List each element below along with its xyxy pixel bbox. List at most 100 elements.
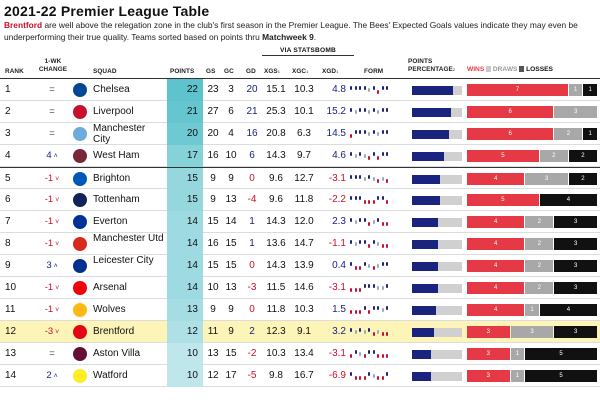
club-crest-icon <box>73 347 87 361</box>
xg-scored-cell: 11.8 <box>266 304 286 315</box>
table-row[interactable]: 13 = Aston Villa 10 13 15 -2 10.3 13.4 -3.1 3 1 5 <box>0 343 600 365</box>
header-squad[interactable]: SQUAD <box>93 68 117 75</box>
form-result-mark <box>381 376 384 380</box>
form-result-mark <box>372 332 375 336</box>
points-percentage-fill <box>412 262 438 271</box>
form-sparkline <box>350 299 400 321</box>
change-value: -1 <box>44 173 54 184</box>
subtitle-text-1: are well above the relegation zone in th… <box>4 20 578 42</box>
header-rank[interactable]: RANK <box>5 68 24 75</box>
table-row[interactable]: 10 -1 ˅ Arsenal 14 10 13 -3 11.5 14.6 -3.1 4 2 3 <box>0 277 600 299</box>
form-sparkline <box>350 145 400 167</box>
form-result-mark <box>359 196 362 200</box>
header-points[interactable]: POINTS <box>170 68 195 75</box>
form-result-mark <box>359 86 362 90</box>
squad-name[interactable]: Watford <box>93 370 128 381</box>
squad-name[interactable]: Leicester City <box>93 255 154 266</box>
form-result-mark <box>377 376 380 380</box>
xg-difference-cell: -3.1 <box>328 348 346 359</box>
points-percentage-fill <box>412 86 453 95</box>
squad-name[interactable]: Tottenham <box>93 194 140 205</box>
squad-name[interactable]: Aston Villa <box>93 348 141 359</box>
form-result-mark <box>377 90 380 94</box>
xg-difference-cell: -2.2 <box>328 194 346 205</box>
squad-name[interactable]: Brentford <box>93 326 135 337</box>
form-result-mark <box>372 220 375 224</box>
squad-name[interactable]: Chelsea <box>93 84 130 95</box>
points-percentage-bar <box>412 372 462 381</box>
form-result-mark <box>381 152 384 156</box>
table-row[interactable]: 11 -1 ˅ Wolves 13 9 9 0 11.8 10.3 1.5 4 1 4 <box>0 299 600 321</box>
club-crest-icon <box>73 259 87 273</box>
header-change[interactable]: 1-WK CHANGE <box>38 58 68 73</box>
change-cell: 4 ˄ <box>37 145 67 167</box>
rank-cell: 7 <box>5 216 11 227</box>
points-percentage-fill <box>412 350 431 359</box>
squad-name[interactable]: Liverpool <box>93 106 134 117</box>
header-xgc[interactable]: XGC1 <box>292 68 308 76</box>
squad-name[interactable]: Everton <box>93 216 128 227</box>
goal-difference-cell: -2 <box>247 348 257 359</box>
header-xgs[interactable]: XGS1 <box>264 68 280 76</box>
xg-conceded-cell: 12.7 <box>294 173 314 184</box>
header-form[interactable]: FORM <box>364 68 384 75</box>
xg-conceded-cell: 13.9 <box>294 260 314 271</box>
points-percentage-fill <box>412 152 444 161</box>
form-result-mark <box>350 134 353 138</box>
arrow-down-icon: ˅ <box>53 219 60 226</box>
header-points-percentage[interactable]: POINTS PERCENTAGE2 <box>408 58 466 73</box>
losses-segment: 2 <box>568 150 597 162</box>
xg-conceded-cell: 6.3 <box>297 128 311 139</box>
club-crest-icon <box>73 215 87 229</box>
form-sparkline <box>350 343 400 365</box>
squad-name[interactable]: Manchester City <box>93 123 146 145</box>
form-result-mark <box>377 354 380 358</box>
table-row[interactable]: 5 -1 ˅ Brighton 15 9 9 0 9.6 12.7 -3.1 4 3 2 <box>0 167 600 190</box>
points-percentage-fill <box>412 328 434 337</box>
header-divider <box>0 78 600 79</box>
change-value: = <box>49 106 55 117</box>
goals-scored-cell: 15 <box>207 216 219 227</box>
squad-name[interactable]: Wolves <box>93 304 126 315</box>
form-result-mark <box>359 130 362 134</box>
club-crest-icon <box>73 303 87 317</box>
form-result-mark <box>368 328 371 332</box>
squad-name[interactable]: Brighton <box>93 173 131 184</box>
squad-name[interactable]: Arsenal <box>93 282 127 293</box>
subtitle-matchweek: Matchweek 9 <box>262 31 314 42</box>
goal-difference-cell: 1 <box>249 238 255 249</box>
table-row[interactable]: 2 = Liverpool 21 27 6 21 25.3 10.1 15.2 6 3 <box>0 101 600 123</box>
header-gc[interactable]: GC <box>224 68 234 75</box>
xg-conceded-cell: 9.7 <box>297 150 311 161</box>
table-row[interactable]: 12 -3 ˅ Brentford 12 11 9 2 12.3 9.1 3.2 3 3 3 <box>0 321 600 343</box>
points-percentage-bar <box>412 108 462 117</box>
table-row[interactable]: 14 2 ˄ Watford 10 12 17 -5 9.8 16.7 -6.9 3 1 5 <box>0 365 600 387</box>
draws-segment: 2 <box>554 128 583 140</box>
losses-segment: 5 <box>525 370 597 382</box>
table-row[interactable]: 3 = Manchester City 20 20 4 16 20.8 6.3 14.5 6 2 1 <box>0 123 600 145</box>
points-percentage-bar <box>412 196 462 205</box>
form-result-mark <box>359 266 362 270</box>
via-statsbomb-label: VIA STATSBOMB <box>262 47 354 56</box>
form-result-mark <box>372 284 375 288</box>
xg-scored-cell: 14.3 <box>266 260 286 271</box>
table-row[interactable]: 8 -1 ˅ Manchester Utd 14 16 15 1 13.6 14.7 -1.1 4 2… <box>0 233 600 255</box>
form-result-mark <box>359 152 362 156</box>
table-row[interactable]: 6 -1 ˅ Tottenham 15 9 13 -4 9.6 11.8 -2.2 5 4 <box>0 189 600 211</box>
goal-difference-cell: 20 <box>246 84 258 95</box>
legend-draws: DRAWS <box>492 66 518 73</box>
header-xgd[interactable]: XGD1 <box>322 68 338 76</box>
squad-name[interactable]: Manchester Utd <box>93 233 164 244</box>
header-gd[interactable]: GD <box>246 68 256 75</box>
form-result-mark <box>381 196 384 200</box>
form-result-mark <box>372 240 375 244</box>
rank-cell: 2 <box>5 106 11 117</box>
wins-segment: 3 <box>467 348 510 360</box>
header-gs[interactable]: GS <box>206 68 216 75</box>
squad-name[interactable]: West Ham <box>93 150 140 161</box>
form-result-mark <box>350 152 353 156</box>
table-row[interactable]: 1 = Chelsea 22 23 3 20 15.1 10.3 4.8 7 1 1 <box>0 79 600 101</box>
table-row[interactable]: 7 -1 ˅ Everton 14 15 14 1 14.3 12.0 2.3 4 2 3 <box>0 211 600 233</box>
